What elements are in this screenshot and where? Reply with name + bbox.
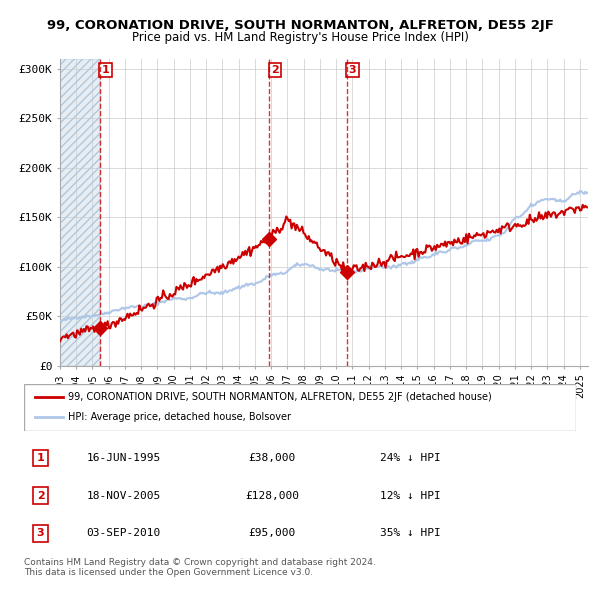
Text: 3: 3 bbox=[349, 65, 356, 75]
FancyBboxPatch shape bbox=[24, 384, 576, 431]
Text: 3: 3 bbox=[37, 529, 44, 538]
Bar bbox=[60, 59, 100, 366]
Text: 2: 2 bbox=[37, 491, 44, 500]
Text: 03-SEP-2010: 03-SEP-2010 bbox=[86, 529, 160, 538]
Text: 1: 1 bbox=[101, 65, 109, 75]
Text: £38,000: £38,000 bbox=[249, 453, 296, 463]
Text: 16-JUN-1995: 16-JUN-1995 bbox=[86, 453, 160, 463]
Text: Contains HM Land Registry data © Crown copyright and database right 2024.
This d: Contains HM Land Registry data © Crown c… bbox=[24, 558, 376, 577]
Text: 1: 1 bbox=[37, 453, 44, 463]
Text: £128,000: £128,000 bbox=[245, 491, 299, 500]
Text: 99, CORONATION DRIVE, SOUTH NORMANTON, ALFRETON, DE55 2JF: 99, CORONATION DRIVE, SOUTH NORMANTON, A… bbox=[47, 19, 553, 32]
Text: 12% ↓ HPI: 12% ↓ HPI bbox=[380, 491, 441, 500]
Text: HPI: Average price, detached house, Bolsover: HPI: Average price, detached house, Bols… bbox=[68, 412, 291, 422]
Text: 35% ↓ HPI: 35% ↓ HPI bbox=[380, 529, 441, 538]
Text: Price paid vs. HM Land Registry's House Price Index (HPI): Price paid vs. HM Land Registry's House … bbox=[131, 31, 469, 44]
Text: 2: 2 bbox=[271, 65, 278, 75]
Text: £95,000: £95,000 bbox=[249, 529, 296, 538]
Text: 24% ↓ HPI: 24% ↓ HPI bbox=[380, 453, 441, 463]
Text: 18-NOV-2005: 18-NOV-2005 bbox=[86, 491, 160, 500]
Bar bbox=[60, 59, 100, 366]
Text: 99, CORONATION DRIVE, SOUTH NORMANTON, ALFRETON, DE55 2JF (detached house): 99, CORONATION DRIVE, SOUTH NORMANTON, A… bbox=[68, 392, 492, 402]
